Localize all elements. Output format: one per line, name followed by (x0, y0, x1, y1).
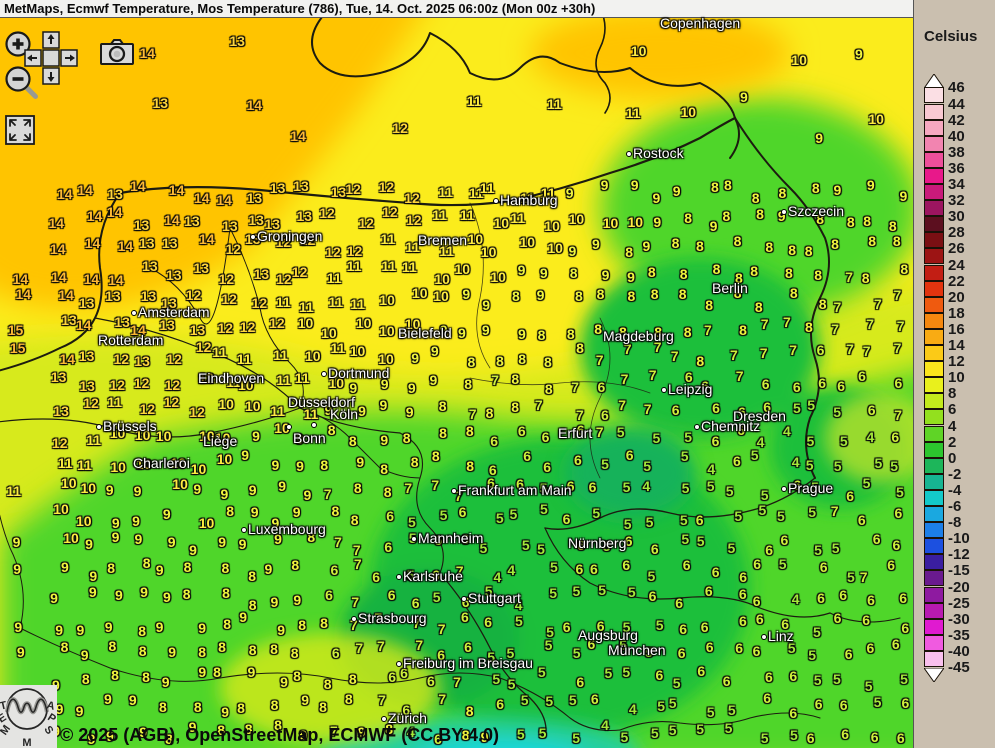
svg-text:M: M (22, 737, 31, 748)
svg-text:A: A (45, 699, 55, 712)
svg-text:S: S (41, 724, 55, 737)
